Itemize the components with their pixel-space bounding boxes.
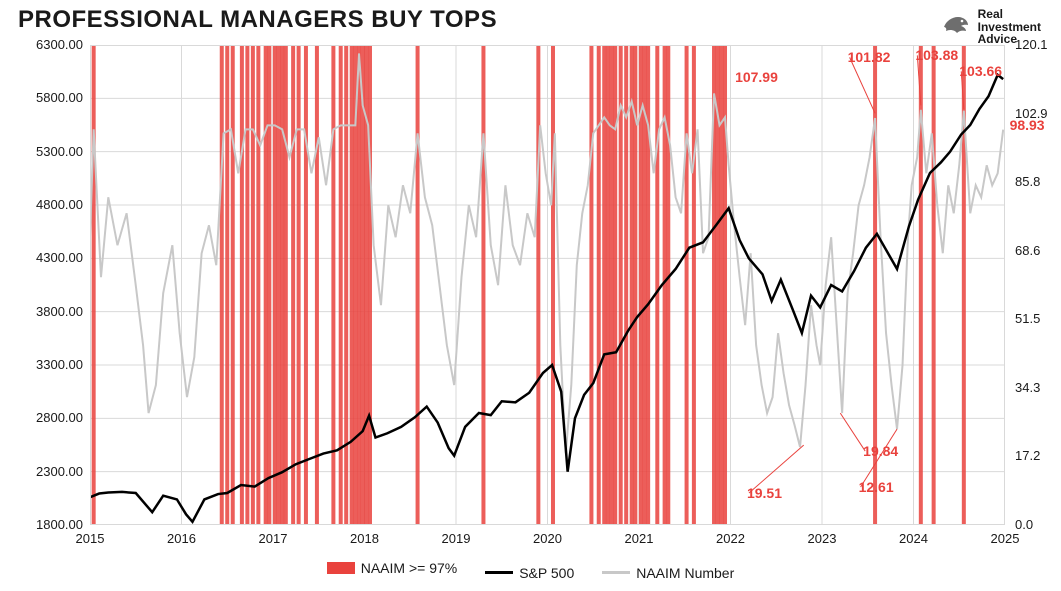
chart-annotation: 98.93	[1010, 117, 1045, 133]
chart-annotation: 103.88	[915, 47, 958, 63]
legend-label: NAAIM Number	[636, 565, 734, 581]
y-left-tick-label: 3800.00	[18, 304, 83, 319]
legend-line-icon	[602, 571, 630, 574]
y-left-tick-label: 2800.00	[18, 410, 83, 425]
legend-item: NAAIM >= 97%	[327, 560, 458, 576]
chart-annotation: 19.84	[863, 443, 898, 459]
y-left-tick-label: 2300.00	[18, 464, 83, 479]
chart-annotation: 103.66	[959, 63, 1002, 79]
chart-annotation: 101.82	[848, 49, 891, 65]
y-right-tick-label: 85.8	[1015, 174, 1061, 189]
legend: NAAIM >= 97% S&P 500 NAAIM Number	[0, 560, 1061, 581]
y-left-tick-label: 5300.00	[18, 144, 83, 159]
chart-annotation: 12.61	[859, 479, 894, 495]
x-tick-label: 2023	[802, 531, 842, 546]
y-left-tick-label: 3300.00	[18, 357, 83, 372]
x-tick-label: 2015	[70, 531, 110, 546]
y-left-tick-label: 6300.00	[18, 37, 83, 52]
y-right-tick-label: 17.2	[1015, 448, 1061, 463]
y-left-tick-label: 5800.00	[18, 90, 83, 105]
legend-item: NAAIM Number	[602, 565, 734, 581]
x-tick-label: 2016	[162, 531, 202, 546]
legend-label: NAAIM >= 97%	[361, 560, 458, 576]
legend-item: S&P 500	[485, 565, 574, 581]
y-left-tick-label: 4800.00	[18, 197, 83, 212]
y-right-tick-label: 51.5	[1015, 311, 1061, 326]
chart-title: PROFESSIONAL MANAGERS BUY TOPS	[18, 6, 497, 34]
x-tick-label: 2018	[345, 531, 385, 546]
x-tick-label: 2020	[528, 531, 568, 546]
x-tick-label: 2025	[985, 531, 1025, 546]
x-tick-label: 2017	[253, 531, 293, 546]
legend-swatch-icon	[327, 562, 355, 574]
chart-annotation: 19.51	[747, 485, 782, 501]
chart-container: PROFESSIONAL MANAGERS BUY TOPS RealInves…	[0, 0, 1061, 591]
x-tick-label: 2019	[436, 531, 476, 546]
y-right-tick-label: 0.0	[1015, 517, 1061, 532]
eagle-icon	[940, 11, 972, 43]
chart-annotation: 107.99	[735, 69, 778, 85]
y-right-tick-label: 68.6	[1015, 243, 1061, 258]
y-left-tick-label: 4300.00	[18, 250, 83, 265]
x-tick-label: 2024	[894, 531, 934, 546]
x-tick-label: 2022	[711, 531, 751, 546]
y-right-tick-label: 120.1	[1015, 37, 1061, 52]
legend-label: S&P 500	[519, 565, 574, 581]
y-right-tick-label: 34.3	[1015, 380, 1061, 395]
x-tick-label: 2021	[619, 531, 659, 546]
y-left-tick-label: 1800.00	[18, 517, 83, 532]
legend-line-icon	[485, 571, 513, 574]
